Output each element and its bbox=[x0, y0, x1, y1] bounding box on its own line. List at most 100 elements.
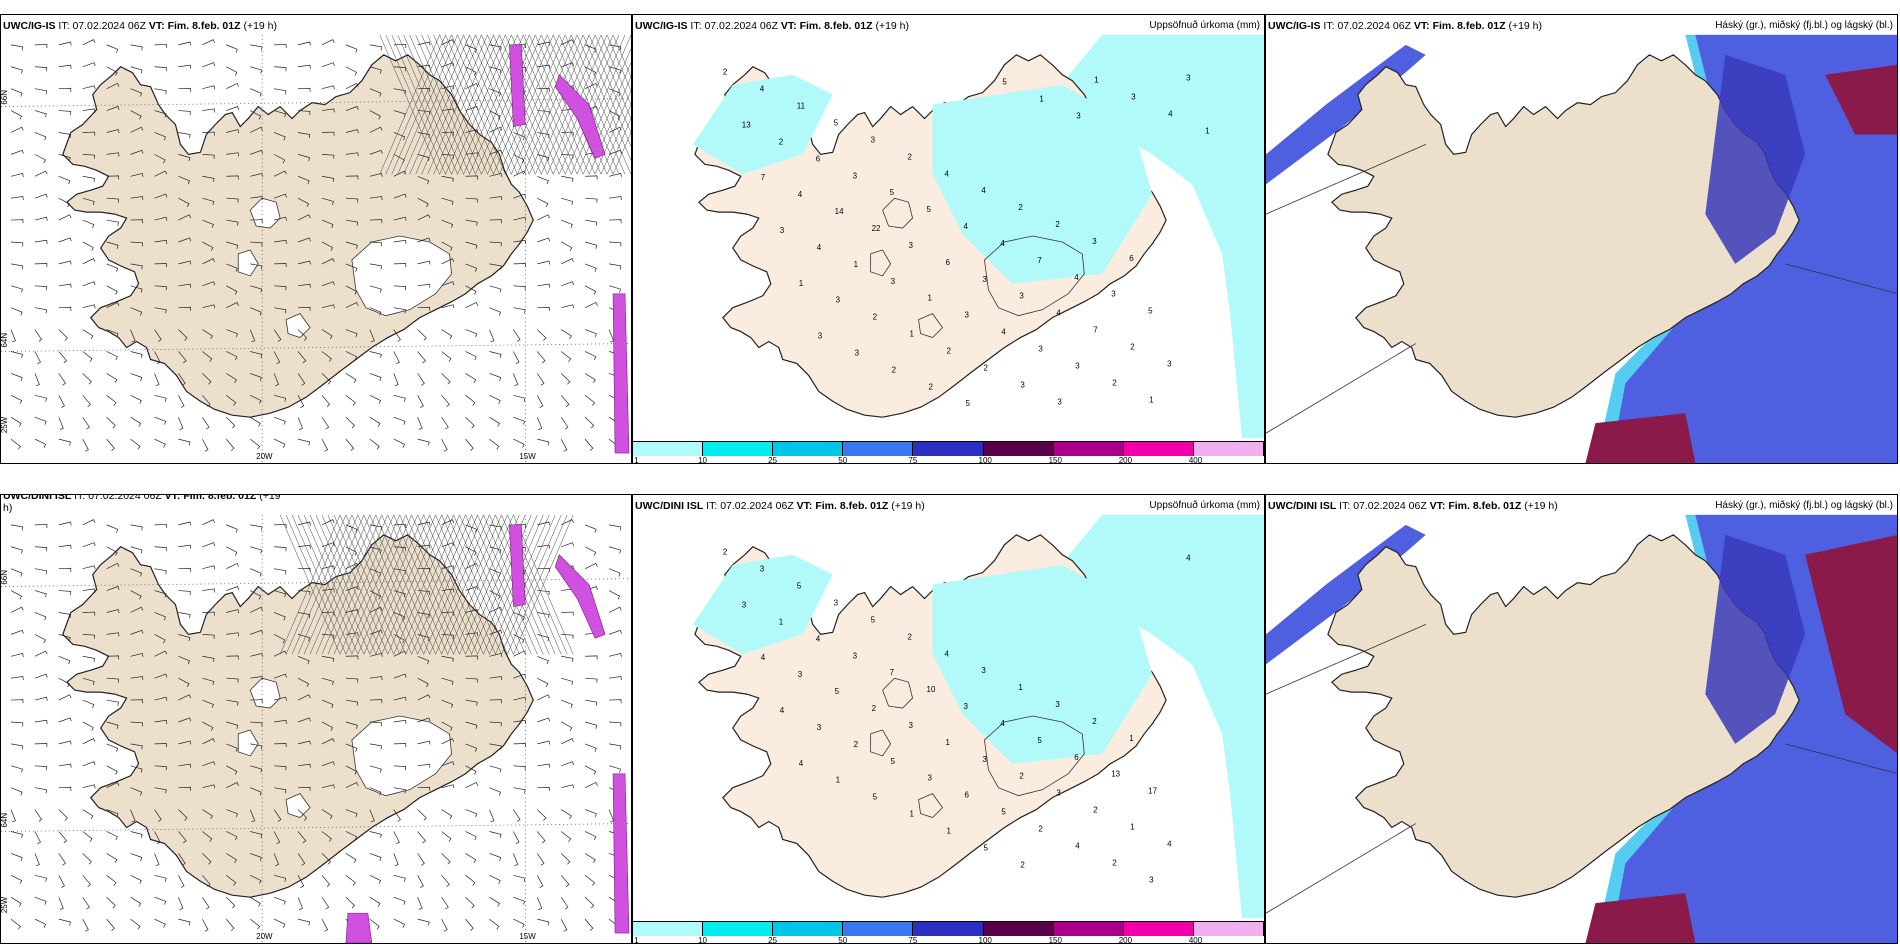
precip-value: 1 bbox=[779, 617, 784, 626]
legend-swatch bbox=[773, 442, 844, 456]
precip-value: 3 bbox=[853, 651, 858, 660]
precip-value: 17 bbox=[1148, 787, 1157, 796]
precip-value: 6 bbox=[816, 154, 821, 163]
legend-swatch bbox=[843, 442, 914, 456]
precip-value: 2 bbox=[1112, 378, 1117, 387]
boundary-line bbox=[1785, 263, 1897, 294]
panel-variable-label: Háský (gr.), miðský (fj.bl.) og lágský (… bbox=[1715, 500, 1893, 511]
precip-value: 3 bbox=[1020, 380, 1025, 389]
legend-tick: 200 bbox=[1118, 456, 1133, 464]
cloud-low-layer bbox=[1805, 535, 1897, 754]
panel-title: UWC/DINI ISL IT: 07.02.2024 06Z VT: Fim.… bbox=[3, 494, 281, 514]
precip-value: 3 bbox=[780, 226, 785, 235]
precip-value: 5 bbox=[834, 119, 839, 128]
legend-tick: 200 bbox=[1118, 936, 1133, 944]
precip-value: 1 bbox=[946, 738, 951, 747]
legend-swatch bbox=[913, 442, 984, 456]
precip-value: 4 bbox=[1186, 554, 1191, 563]
precip-value: 3 bbox=[1111, 290, 1116, 299]
legend-ticks: 1 10 25 50 75 100 150 200 400 bbox=[633, 456, 1264, 464]
cloud-map bbox=[1266, 15, 1897, 463]
legend-swatch bbox=[913, 922, 984, 936]
hatched-region bbox=[279, 514, 574, 655]
legend-ticks: 1 10 25 50 75 100 150 200 400 bbox=[633, 936, 1264, 944]
precip-legend: 1 10 25 50 75 100 150 200 400 bbox=[633, 441, 1264, 463]
precip-area-east bbox=[932, 564, 1153, 764]
precip-value: 3 bbox=[928, 774, 933, 783]
precip-value: 3 bbox=[818, 332, 823, 341]
precip-value: 2 bbox=[1112, 858, 1117, 867]
precip-value: 3 bbox=[1056, 789, 1061, 798]
precip-value: 2 bbox=[723, 68, 728, 77]
precip-value: 2 bbox=[854, 740, 859, 749]
cloud-map-panel-bottom: UWC/DINI ISL IT: 07.02.2024 06Z VT: Fim.… bbox=[1265, 494, 1898, 944]
precip-value: 5 bbox=[1148, 307, 1153, 316]
precip-value: 2 bbox=[1093, 806, 1098, 815]
legend-tick: 10 bbox=[698, 456, 707, 464]
axis-label: 25W bbox=[1, 896, 9, 913]
wind-barbs bbox=[10, 39, 622, 452]
precip-value: 3 bbox=[963, 702, 968, 711]
glacier-outline bbox=[870, 677, 1085, 819]
panel-title: UWC/IG-IS IT: 07.02.2024 06Z VT: Fim. 8.… bbox=[635, 20, 910, 32]
cloud-low-layer bbox=[1585, 893, 1696, 943]
precip-value: 14 bbox=[835, 207, 844, 216]
legend-tick: 75 bbox=[908, 936, 918, 944]
legend-tick: 400 bbox=[1188, 456, 1203, 464]
precip-value: 3 bbox=[871, 135, 876, 144]
boundary-line bbox=[1266, 624, 1426, 695]
precip-value: 4 bbox=[1000, 239, 1005, 248]
precip-value: 1 bbox=[910, 810, 915, 819]
precip-area-offshore bbox=[1052, 514, 1264, 919]
panel-title: UWC/DINI ISL IT: 07.02.2024 06Z VT: Fim.… bbox=[1268, 500, 1558, 512]
legend-tick: 1 bbox=[634, 456, 639, 464]
wind-map-panel-top: UWC/IG-IS IT: 07.02.2024 06Z VT: Fim. 8.… bbox=[0, 14, 632, 464]
precip-value: 5 bbox=[835, 687, 840, 696]
precip-value: 1 bbox=[1018, 683, 1023, 692]
precip-map-panel-bottom: UWC/DINI ISL IT: 07.02.2024 06Z VT: Fim.… bbox=[632, 494, 1265, 944]
precip-value: 11 bbox=[797, 102, 806, 111]
legend-tick: 150 bbox=[1048, 936, 1062, 944]
boundary-line bbox=[1266, 144, 1426, 215]
precip-area-east bbox=[932, 84, 1153, 284]
iceland-coastline bbox=[1327, 54, 1800, 418]
precip-value: 3 bbox=[1038, 345, 1043, 354]
precip-value: 3 bbox=[1019, 292, 1024, 301]
precip-value: 3 bbox=[1131, 93, 1136, 102]
legend-tick: 50 bbox=[838, 456, 848, 464]
precip-value: 2 bbox=[1019, 772, 1024, 781]
precip-value: 4 bbox=[945, 649, 950, 658]
precip-value: 1 bbox=[1205, 126, 1210, 135]
precip-value: 2 bbox=[1055, 220, 1060, 229]
legend-swatch bbox=[1053, 922, 1124, 936]
cloud-map-panel-top: UWC/IG-IS IT: 07.02.2024 06Z VT: Fim. 8.… bbox=[1265, 14, 1898, 464]
legend-tick: 25 bbox=[768, 456, 778, 464]
legend-tick: 150 bbox=[1048, 456, 1062, 464]
legend-swatch bbox=[1193, 922, 1264, 936]
precip-value: 7 bbox=[890, 668, 895, 677]
precip-value: 22 bbox=[872, 224, 881, 233]
cloud-mid-layer bbox=[1705, 534, 1806, 744]
panel-title: UWC/DINI ISL IT: 07.02.2024 06Z VT: Fim.… bbox=[635, 500, 925, 512]
precip-value: 4 bbox=[1074, 273, 1079, 282]
boundary-line bbox=[1785, 743, 1897, 774]
precip-legend: 1 10 25 50 75 100 150 200 400 bbox=[633, 921, 1264, 943]
legend-swatch bbox=[773, 922, 844, 936]
legend-swatch bbox=[843, 922, 914, 936]
axis-label: 66N bbox=[1, 90, 9, 105]
precip-map: 2353524313213143710345613174352313232144… bbox=[692, 514, 1264, 919]
precip-value: 3 bbox=[909, 721, 914, 730]
axis-label: 64N bbox=[1, 333, 9, 348]
precip-value: 3 bbox=[1149, 875, 1154, 884]
precip-value: 5 bbox=[891, 757, 896, 766]
panel-variable-label: Uppsöfnuð úrkoma (mm) bbox=[1149, 20, 1260, 31]
cloud-map bbox=[1266, 495, 1897, 943]
precip-value: 3 bbox=[834, 599, 839, 608]
precip-value: 2 bbox=[892, 365, 897, 374]
axis-label: 25W bbox=[1, 416, 9, 433]
axis-label: 20W bbox=[256, 932, 273, 941]
panel-title: UWC/IG-IS IT: 07.02.2024 06Z VT: Fim. 8.… bbox=[3, 20, 278, 32]
precip-value: 4 bbox=[1075, 841, 1080, 850]
axis-label: 66N bbox=[1, 570, 9, 585]
legend-tick: 75 bbox=[908, 456, 918, 464]
